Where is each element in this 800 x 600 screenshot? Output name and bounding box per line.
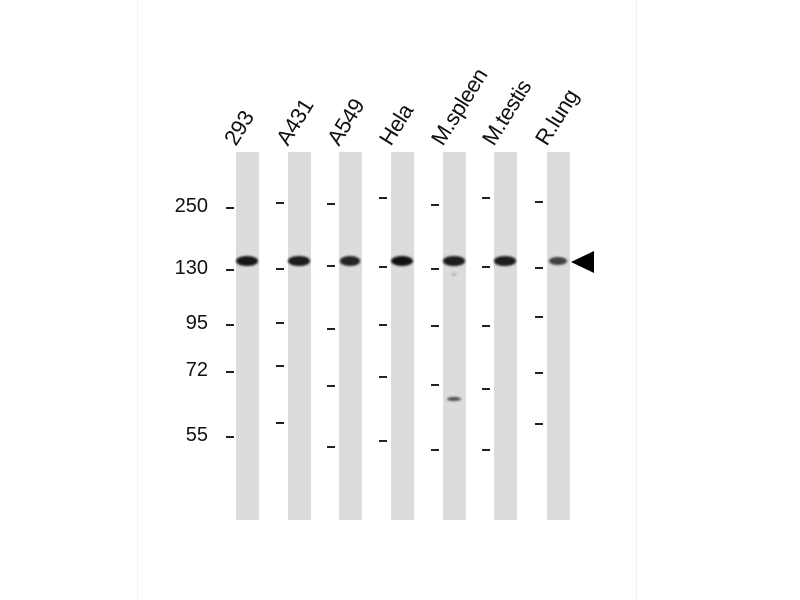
marker-tick <box>379 324 387 326</box>
marker-label: 55 <box>185 424 208 446</box>
marker-tick <box>276 322 284 324</box>
lane-4 <box>391 152 414 520</box>
marker-tick <box>276 422 284 424</box>
main-band <box>339 256 361 266</box>
lane-6 <box>494 152 517 520</box>
marker-tick <box>327 265 335 267</box>
target-band-arrow-icon <box>571 251 594 273</box>
marker-tick <box>431 325 439 327</box>
marker-label: 72 <box>185 359 208 381</box>
marker-tick <box>379 376 387 378</box>
main-band <box>391 256 413 266</box>
main-band <box>443 256 465 266</box>
lane-3 <box>339 152 362 520</box>
marker-tick <box>431 204 439 206</box>
marker-tick <box>482 197 490 199</box>
main-band <box>548 256 568 266</box>
marker-tick <box>226 269 234 271</box>
marker-tick <box>535 372 543 374</box>
marker-tick <box>327 446 335 448</box>
marker-label: 95 <box>185 312 208 334</box>
minor-band <box>447 397 461 401</box>
marker-tick <box>226 207 234 209</box>
marker-tick <box>535 316 543 318</box>
lane-1 <box>236 152 259 520</box>
marker-tick <box>535 267 543 269</box>
marker-tick <box>327 203 335 205</box>
marker-tick <box>226 371 234 373</box>
marker-label: 250 <box>174 195 208 217</box>
marker-tick <box>482 325 490 327</box>
main-band <box>236 256 258 266</box>
lane-2 <box>288 152 311 520</box>
lane-5 <box>443 152 466 520</box>
marker-tick <box>431 384 439 386</box>
main-band <box>288 256 310 266</box>
lane-7 <box>547 152 570 520</box>
marker-tick <box>482 266 490 268</box>
marker-tick <box>276 268 284 270</box>
marker-tick <box>535 201 543 203</box>
marker-tick <box>431 449 439 451</box>
marker-tick <box>226 324 234 326</box>
marker-tick <box>431 268 439 270</box>
faint-band <box>451 273 457 276</box>
marker-tick <box>482 388 490 390</box>
marker-tick <box>535 423 543 425</box>
marker-tick <box>226 436 234 438</box>
marker-tick <box>276 365 284 367</box>
marker-tick <box>276 202 284 204</box>
marker-tick <box>327 328 335 330</box>
marker-tick <box>327 385 335 387</box>
main-band <box>494 256 516 266</box>
marker-tick <box>379 266 387 268</box>
marker-tick <box>379 197 387 199</box>
marker-tick <box>379 440 387 442</box>
marker-label: 130 <box>174 257 208 279</box>
marker-tick <box>482 449 490 451</box>
